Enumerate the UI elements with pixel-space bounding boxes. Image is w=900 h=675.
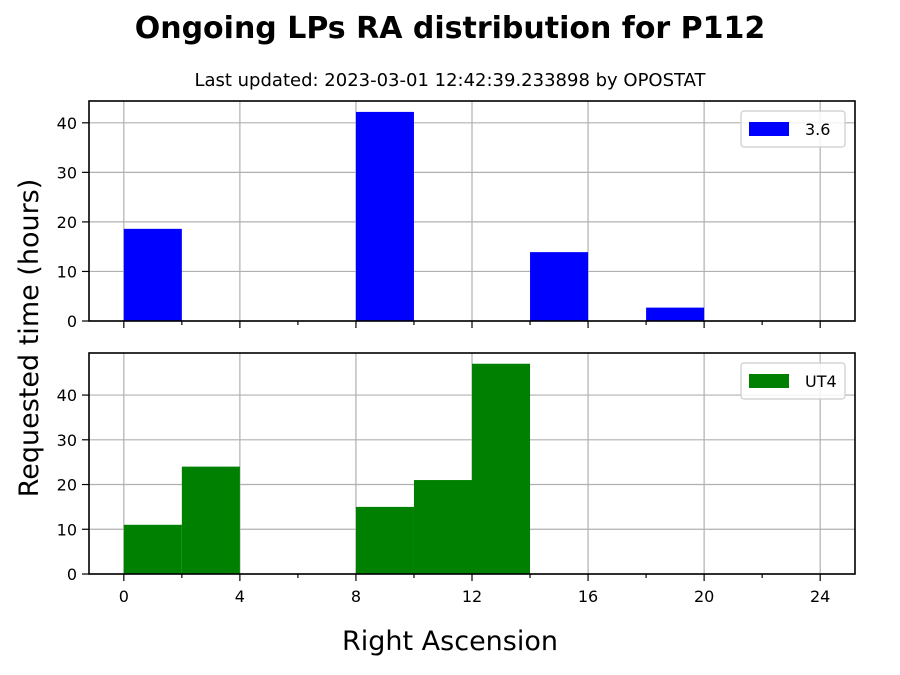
legend-swatch xyxy=(749,122,789,136)
legend: 3.6 xyxy=(740,110,846,148)
x-tick-label: 16 xyxy=(578,587,598,606)
y-tick-label: 30 xyxy=(57,163,77,182)
legend: UT4 xyxy=(740,362,846,400)
y-tick-label: 40 xyxy=(57,386,77,405)
y-tick-label: 40 xyxy=(57,114,77,133)
panel-3-6: 0 10 20 30 40 3.6 xyxy=(57,100,856,331)
y-tick-label: 0 xyxy=(67,312,77,331)
x-axis-label: Right Ascension xyxy=(342,626,558,657)
x-tick-label: 12 xyxy=(462,587,482,606)
legend-swatch xyxy=(749,374,789,388)
chart-subtitle: Last updated: 2023-03-01 12:42:39.233898… xyxy=(194,70,706,91)
y-tick-label: 20 xyxy=(57,476,77,495)
bar xyxy=(355,111,414,321)
chart-title: Ongoing LPs RA distribution for P112 xyxy=(135,11,766,46)
bar xyxy=(530,252,589,321)
panel-ut4: 0 4 8 12 16 20 24 0 10 20 30 40 UT4 xyxy=(57,352,856,606)
bar xyxy=(123,524,182,574)
x-tick-label: 4 xyxy=(235,587,245,606)
legend-label: UT4 xyxy=(805,372,837,391)
bar xyxy=(181,466,240,574)
y-axis-label: Requested time (hours) xyxy=(14,179,45,498)
bar xyxy=(355,506,414,574)
bar xyxy=(646,307,705,321)
x-tick-label: 24 xyxy=(810,587,830,606)
y-tick-label: 10 xyxy=(57,262,77,281)
x-tick-label: 8 xyxy=(351,587,361,606)
y-tick-label: 20 xyxy=(57,213,77,232)
y-tick-label: 10 xyxy=(57,520,77,539)
x-tick-label: 20 xyxy=(694,587,714,606)
legend-box xyxy=(740,362,846,400)
bar xyxy=(413,480,472,574)
bar xyxy=(123,228,182,321)
legend-label: 3.6 xyxy=(805,120,830,139)
x-tick-label: 0 xyxy=(119,587,129,606)
legend-box xyxy=(740,110,846,148)
y-tick-label: 0 xyxy=(67,565,77,584)
y-tick-label: 30 xyxy=(57,431,77,450)
bar xyxy=(472,363,531,574)
